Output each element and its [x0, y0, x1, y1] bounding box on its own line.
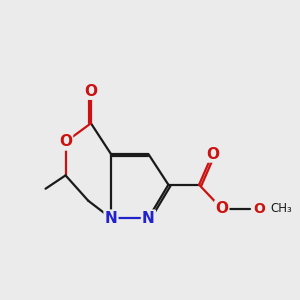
- Text: N: N: [142, 211, 155, 226]
- Text: O: O: [253, 202, 265, 216]
- Text: N: N: [105, 211, 117, 226]
- Text: O: O: [84, 84, 98, 99]
- Text: O: O: [59, 134, 72, 149]
- Text: O: O: [206, 146, 219, 161]
- Text: O: O: [215, 201, 228, 216]
- Text: CH₃: CH₃: [270, 202, 292, 215]
